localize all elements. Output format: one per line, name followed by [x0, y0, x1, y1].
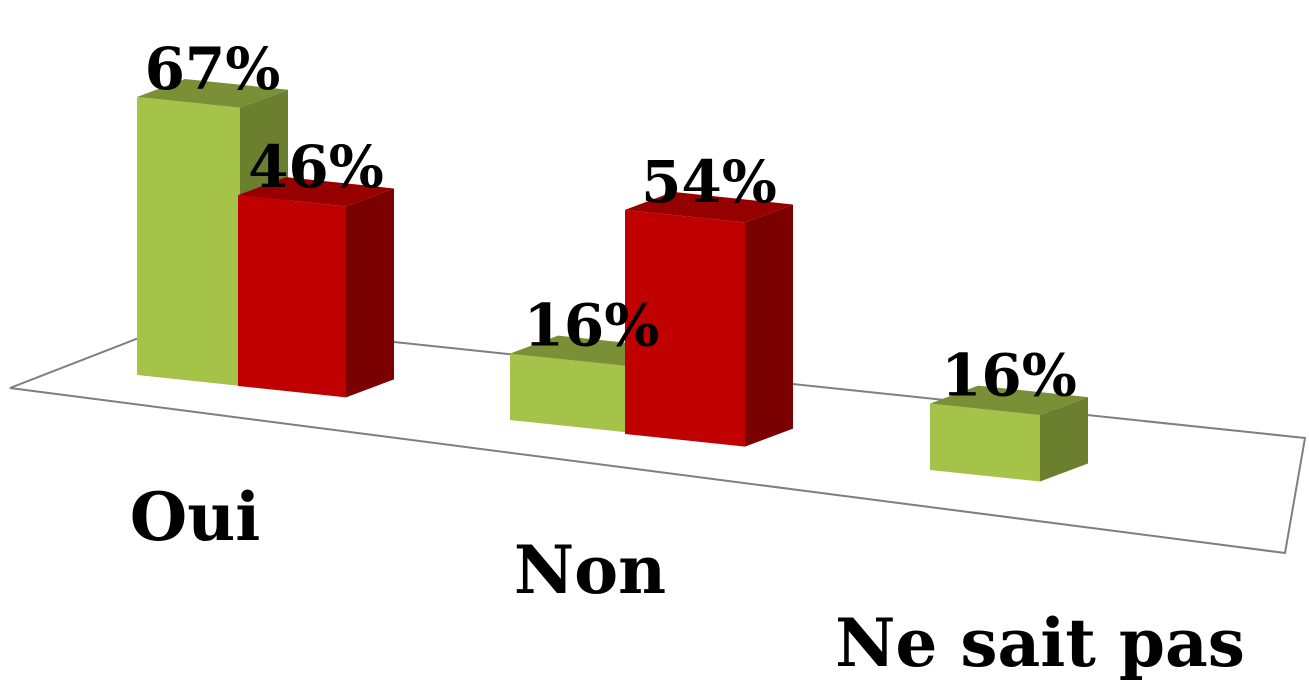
bar-front-non-2 — [625, 209, 745, 447]
value-label-ne-sait-pas-1: 16% — [941, 342, 1077, 410]
bar-top-ne-sait-pas-1 — [930, 385, 1088, 416]
value-label-non-1: 16% — [524, 292, 660, 360]
bar-front-non-1 — [510, 353, 625, 433]
value-label-oui-2: 46% — [248, 133, 384, 201]
bar-top-oui-2 — [238, 177, 394, 207]
bar-side-ne-sait-pas-1 — [1040, 397, 1088, 482]
category-label-non: Non — [514, 531, 666, 609]
bars-group — [137, 78, 1088, 482]
category-label-ne-sait-pas: Ne sait pas — [835, 604, 1245, 681]
category-label-oui: Oui — [130, 478, 261, 556]
bar-front-oui-2 — [238, 195, 346, 398]
bar-front-ne-sait-pas-1 — [930, 403, 1040, 482]
bar-side-non-2 — [745, 204, 793, 447]
value-label-oui-1: 67% — [145, 35, 281, 103]
bar-top-oui-1 — [137, 78, 288, 108]
value-labels-group: 67% 46% 16% 54% 16% — [145, 35, 1077, 410]
value-label-non-2: 54% — [641, 148, 777, 216]
bar-side-oui-2 — [346, 188, 394, 398]
bar-top-non-2 — [625, 191, 793, 223]
bar-front-oui-1 — [137, 96, 240, 386]
